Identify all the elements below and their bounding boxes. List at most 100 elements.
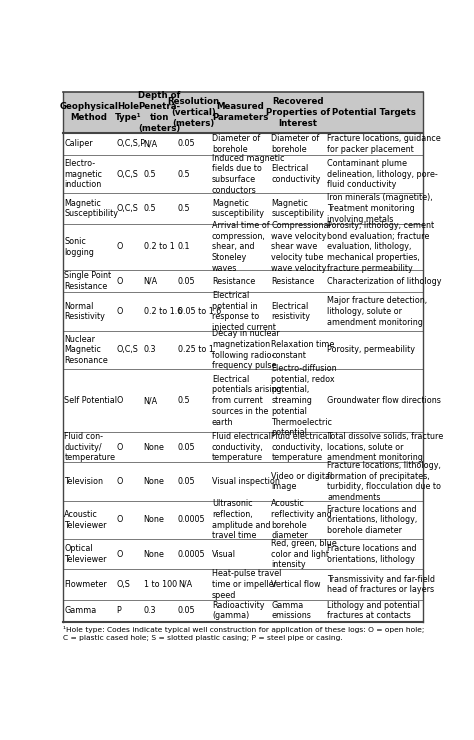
Text: Resistance: Resistance	[212, 277, 255, 286]
Text: Hole
Type¹: Hole Type¹	[115, 102, 142, 122]
Text: Caliper: Caliper	[64, 139, 93, 149]
Text: Fluid con-
ductivity/
temperature: Fluid con- ductivity/ temperature	[64, 432, 115, 462]
Text: Single Point
Resistance: Single Point Resistance	[64, 272, 111, 291]
Text: O: O	[117, 277, 123, 286]
Text: Resistance: Resistance	[272, 277, 315, 286]
Text: Normal
Resistivity: Normal Resistivity	[64, 302, 105, 321]
Text: Geophysical
Method: Geophysical Method	[60, 102, 118, 122]
Text: Magnetic
susceptibility: Magnetic susceptibility	[212, 198, 265, 218]
Bar	[63, 92, 423, 133]
Bar	[63, 331, 423, 369]
Text: None: None	[144, 550, 164, 559]
Text: 0.3: 0.3	[144, 606, 156, 615]
Text: Transmissivity and far-field
head of fractures or layers: Transmissivity and far-field head of fra…	[327, 574, 435, 594]
Text: Fluid electrical
conductivity,
temperature: Fluid electrical conductivity, temperatu…	[212, 432, 271, 462]
Text: Electrical
resistivity: Electrical resistivity	[272, 302, 310, 321]
Text: Electro-diffusion
potential, redox
potential,
streaming
potential
Thermoelectric: Electro-diffusion potential, redox poten…	[272, 364, 337, 437]
Text: Sonic
logging: Sonic logging	[64, 237, 94, 257]
Text: Self Potential: Self Potential	[64, 396, 118, 405]
Bar	[63, 133, 423, 155]
Text: None: None	[144, 477, 164, 486]
Text: N/A: N/A	[178, 580, 192, 589]
Text: 0.0005: 0.0005	[178, 550, 205, 559]
Text: O,C,S: O,C,S	[117, 169, 138, 178]
Bar	[63, 501, 423, 539]
Text: Measured
Parameters: Measured Parameters	[212, 102, 268, 122]
Text: Characterization of lithology: Characterization of lithology	[327, 277, 442, 286]
Text: Depth of
Penetra-
tion
(meters): Depth of Penetra- tion (meters)	[138, 91, 181, 133]
Text: 0.5: 0.5	[178, 169, 191, 178]
Text: Contaminant plume
delineation, lithology, pore-
fluid conductivity: Contaminant plume delineation, lithology…	[327, 159, 438, 189]
Text: 0.05: 0.05	[178, 477, 195, 486]
Text: None: None	[144, 515, 164, 525]
Text: Acoustic
Televiewer: Acoustic Televiewer	[64, 510, 107, 530]
Text: O: O	[117, 477, 123, 486]
Text: N/A: N/A	[144, 139, 158, 149]
Text: Compressional
wave velocity
shear wave
velocity tube
wave velocity: Compressional wave velocity shear wave v…	[272, 221, 331, 273]
Text: Porosity, lithology, cement
bond evaluation; fracture
evaluation, lithology,
mec: Porosity, lithology, cement bond evaluat…	[327, 221, 434, 273]
Text: Radioactivity
(gamma): Radioactivity (gamma)	[212, 601, 264, 620]
Text: Red, green, blue
color and light
intensity: Red, green, blue color and light intensi…	[272, 539, 337, 569]
Text: 0.2 to 1: 0.2 to 1	[144, 243, 174, 252]
Text: 0.05: 0.05	[178, 139, 195, 149]
Text: N/A: N/A	[144, 277, 158, 286]
Text: Visual inspection: Visual inspection	[212, 477, 280, 486]
Bar	[63, 292, 423, 331]
Text: 0.5: 0.5	[144, 204, 156, 213]
Text: Potential Targets: Potential Targets	[332, 108, 416, 117]
Text: Induced magnetic
fields due to
subsurface
conductors: Induced magnetic fields due to subsurfac…	[212, 153, 284, 195]
Text: Diameter of
borehole: Diameter of borehole	[272, 134, 319, 154]
Text: Ultrasonic
reflection,
amplitude and
travel time: Ultrasonic reflection, amplitude and tra…	[212, 500, 271, 540]
Bar	[63, 432, 423, 462]
Text: Porosity, permeability: Porosity, permeability	[327, 346, 415, 354]
Text: Electrical
conductivity: Electrical conductivity	[272, 164, 321, 184]
Text: None: None	[144, 443, 164, 451]
Text: Electrical
potentials arising
from current
sources in the
earth: Electrical potentials arising from curre…	[212, 374, 282, 426]
Bar	[63, 539, 423, 569]
Text: Electro-
magnetic
induction: Electro- magnetic induction	[64, 159, 102, 189]
Text: O,C,S: O,C,S	[117, 204, 138, 213]
Text: O: O	[117, 396, 123, 405]
Text: Resolution
(vertical)
(meters): Resolution (vertical) (meters)	[167, 97, 219, 128]
Text: O: O	[117, 515, 123, 525]
Text: Arrival time of
compression,
shear, and
Stoneley
waves: Arrival time of compression, shear, and …	[212, 221, 270, 273]
Text: Visual: Visual	[212, 550, 236, 559]
Text: Fracture locations, lithology,
formation of precipitates,
turbidity, flocculatio: Fracture locations, lithology, formation…	[327, 461, 441, 502]
Bar	[63, 462, 423, 501]
Text: Magnetic
Susceptibility: Magnetic Susceptibility	[64, 198, 118, 218]
Text: 0.2 to 1.6: 0.2 to 1.6	[144, 307, 182, 316]
Text: 0.05: 0.05	[178, 443, 195, 451]
Text: Television: Television	[64, 477, 103, 486]
Text: Fracture locations, guidance
for packer placement: Fracture locations, guidance for packer …	[327, 134, 441, 154]
Text: 0.05: 0.05	[178, 606, 195, 615]
Text: Lithology and potential
fractures at contacts: Lithology and potential fractures at con…	[327, 601, 420, 620]
Bar	[63, 223, 423, 270]
Text: 0.05 to 1.6: 0.05 to 1.6	[178, 307, 221, 316]
Text: Recovered
Properties of
Interest: Recovered Properties of Interest	[266, 97, 330, 128]
Text: Magnetic
susceptibility: Magnetic susceptibility	[272, 198, 324, 218]
Text: 1 to 100: 1 to 100	[144, 580, 177, 589]
Text: Diameter of
borehole: Diameter of borehole	[212, 134, 260, 154]
Text: 0.3: 0.3	[144, 346, 156, 354]
Text: Gamma
emissions: Gamma emissions	[272, 601, 311, 620]
Text: 0.5: 0.5	[178, 204, 191, 213]
Text: N/A: N/A	[144, 396, 158, 405]
Text: O,C,S,P: O,C,S,P	[117, 139, 146, 149]
Text: Video or digital
image: Video or digital image	[272, 471, 333, 491]
Text: 0.25 to 1: 0.25 to 1	[178, 346, 214, 354]
Text: Heat-pulse travel
time or impeller
speed: Heat-pulse travel time or impeller speed	[212, 569, 282, 599]
Text: O: O	[117, 550, 123, 559]
Text: Electrical
potential in
response to
injected current: Electrical potential in response to inje…	[212, 291, 276, 332]
Text: Gamma: Gamma	[64, 606, 97, 615]
Text: Fracture locations and
orientations, lithology,
borehole diameter: Fracture locations and orientations, lit…	[327, 505, 418, 535]
Text: Flowmeter: Flowmeter	[64, 580, 107, 589]
Text: Nuclear
Magnetic
Resonance: Nuclear Magnetic Resonance	[64, 334, 108, 365]
Text: Optical
Televiewer: Optical Televiewer	[64, 545, 107, 564]
Text: Vertical flow: Vertical flow	[272, 580, 321, 589]
Text: P: P	[117, 606, 121, 615]
Text: Fracture locations and
orientations, lithology: Fracture locations and orientations, lit…	[327, 545, 417, 564]
Bar	[63, 599, 423, 622]
Text: Groundwater flow directions: Groundwater flow directions	[327, 396, 441, 405]
Text: ¹Hole type: Codes indicate typical well construction for application of these lo: ¹Hole type: Codes indicate typical well …	[63, 626, 424, 641]
Bar	[63, 193, 423, 223]
